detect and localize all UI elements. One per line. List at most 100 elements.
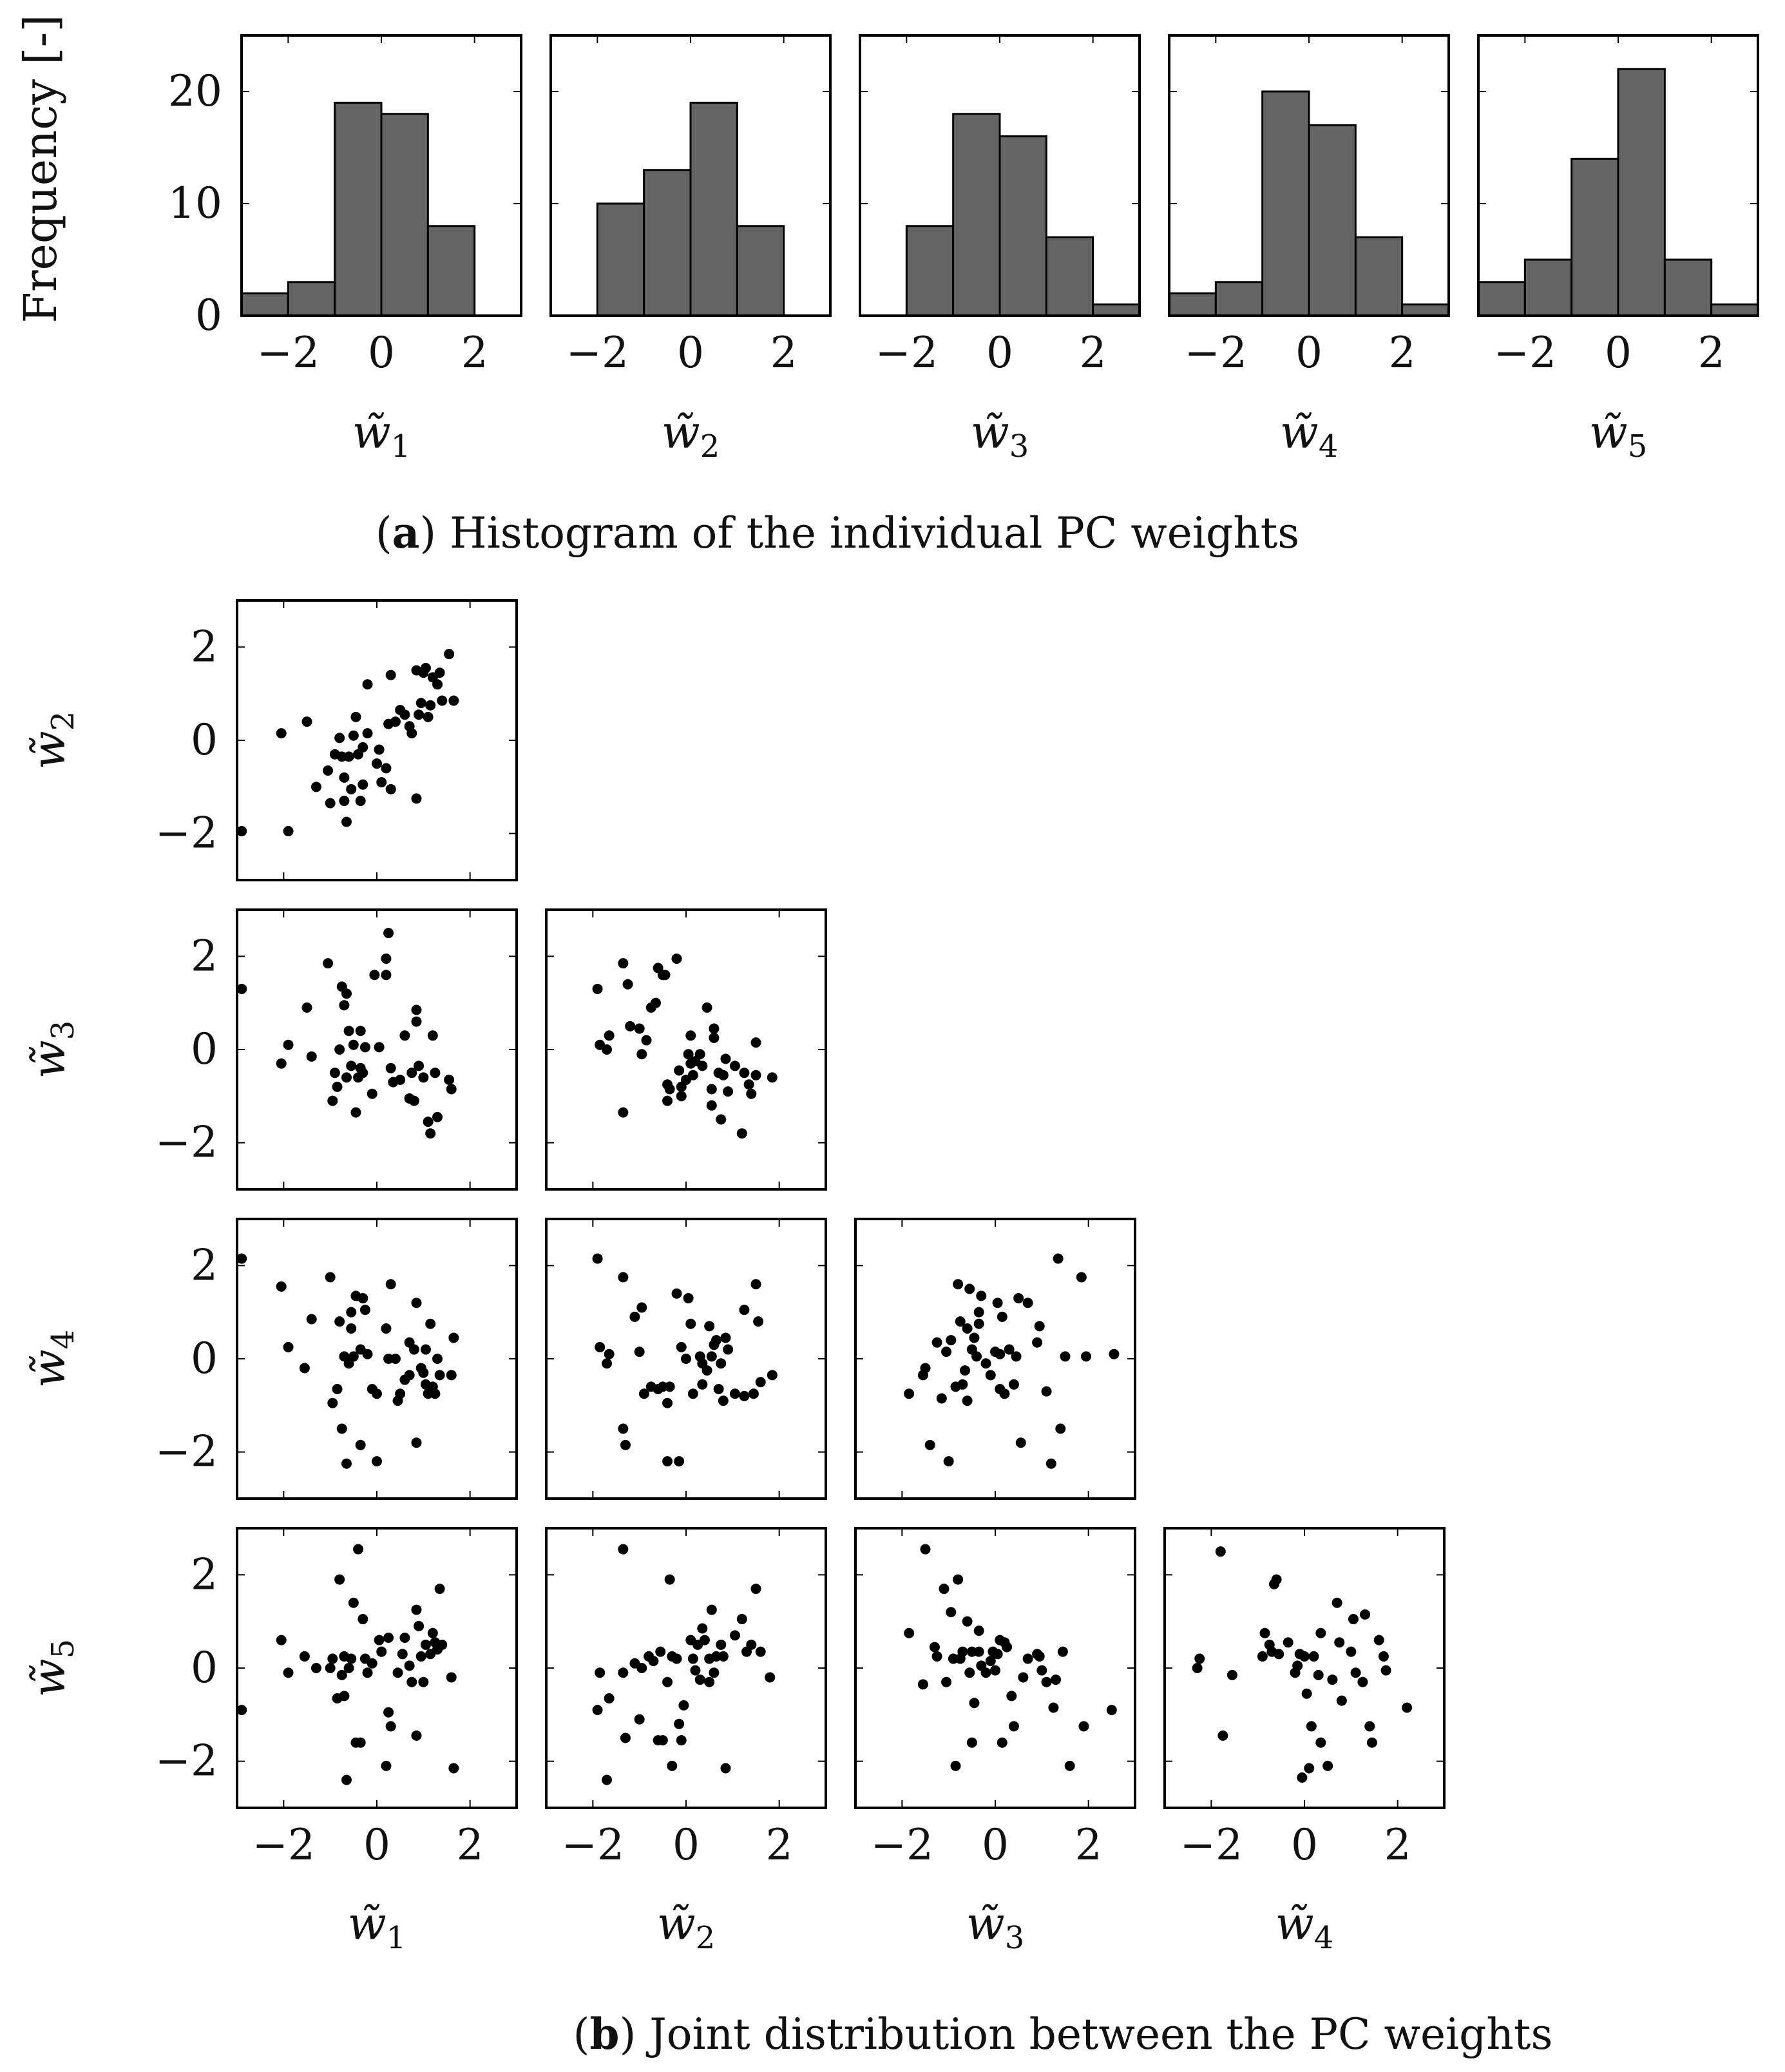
scatter-point <box>687 1070 698 1080</box>
scatter-frame <box>854 1218 1136 1500</box>
scatter-point <box>1018 1672 1029 1683</box>
scatter-point <box>667 1760 678 1771</box>
scatter-point <box>750 1584 761 1595</box>
scatter-point <box>1334 1637 1345 1648</box>
scatter-point <box>336 1669 347 1680</box>
scatter-point <box>343 1663 354 1673</box>
scatter-panel-w3-w4 <box>854 1218 1136 1500</box>
scatter-point <box>662 1397 673 1408</box>
scatter-point <box>1217 1730 1228 1741</box>
scatter-point <box>936 1393 947 1404</box>
scatter-point <box>376 1646 387 1657</box>
scatter-point <box>602 1044 613 1055</box>
scatter-point <box>362 679 373 690</box>
scatter-point <box>1313 1669 1324 1680</box>
scatter-point <box>425 1318 436 1329</box>
x-tick-label: −2 <box>1180 1820 1243 1870</box>
scatter-point <box>1350 1667 1361 1678</box>
scatter-point <box>381 1323 392 1334</box>
x-tick-label: −2 <box>875 328 938 378</box>
scatter-point <box>755 1646 766 1657</box>
scatter-point <box>634 1023 645 1034</box>
histogram-panel-2: −2 0 2 w̃2 <box>549 34 832 465</box>
scatter-point <box>385 1062 396 1073</box>
scatter-point <box>390 1354 401 1364</box>
scatter-point <box>662 1676 673 1687</box>
scatter-point <box>634 1347 645 1357</box>
scatter-point <box>385 669 396 680</box>
scatter-point <box>1274 1649 1284 1660</box>
scatter-point <box>283 1039 294 1050</box>
scatter-point <box>720 1053 731 1064</box>
scatter-point <box>716 1358 727 1369</box>
x-tick-label: 0 <box>982 1820 1009 1870</box>
scatter-point <box>1366 1737 1377 1748</box>
scatter-point <box>962 1616 973 1627</box>
scatter-point <box>434 1370 445 1381</box>
caption-a-label: a <box>392 508 420 558</box>
scatter-point <box>1297 1772 1308 1783</box>
scatter-point <box>662 1095 673 1106</box>
scatter-panel-w1-w5 <box>236 1527 518 1809</box>
scatter-point <box>1327 1674 1338 1685</box>
scatter-point <box>931 1337 942 1348</box>
scatter-point <box>385 1279 396 1290</box>
scatter-point <box>720 1763 731 1774</box>
x-tick-label: 0 <box>368 328 395 378</box>
scatter-point <box>1034 1651 1045 1662</box>
histogram-panel-4: −2 0 2 w̃4 <box>1168 34 1450 465</box>
scatter-point <box>383 1632 394 1643</box>
scatter-point <box>904 1627 915 1638</box>
scatter-row-label: w̃5 <box>23 1639 81 1697</box>
scatter-point <box>383 928 394 939</box>
scatter-point <box>697 1623 708 1634</box>
scatter-point <box>636 1663 647 1673</box>
scatter-point <box>1081 1351 1092 1362</box>
scatter-point <box>420 662 431 673</box>
scatter-point <box>687 1388 698 1399</box>
scatter-point <box>709 1032 720 1043</box>
scatter-point <box>374 744 385 755</box>
scatter-point <box>723 1344 734 1355</box>
scatter-point <box>1015 1437 1026 1448</box>
x-tick-label: −2 <box>566 328 629 378</box>
histogram-bar <box>1045 236 1094 317</box>
scatter-point <box>1336 1695 1347 1706</box>
scatter-point <box>414 1620 425 1631</box>
scatter-point <box>301 716 312 727</box>
scatter-point <box>743 1079 754 1090</box>
scatter-point <box>723 1086 734 1097</box>
scatter-point <box>765 1672 776 1683</box>
scatter-point <box>299 1651 310 1662</box>
scatter-point <box>1299 1651 1310 1662</box>
scatter-point <box>685 1030 696 1041</box>
scatter-point <box>411 793 422 804</box>
scatter-point <box>976 1290 987 1301</box>
scatter-point <box>985 1656 996 1667</box>
scatter-point <box>941 1347 952 1357</box>
scatter-point <box>694 1049 705 1060</box>
scatter-column-label: w̃2 <box>657 1897 715 1956</box>
histogram-bar <box>334 101 383 317</box>
scatter-point <box>746 1088 757 1099</box>
scatter-point <box>674 1065 685 1076</box>
scatter-point <box>323 765 334 776</box>
x-tick-label: 2 <box>461 328 488 378</box>
scatter-point <box>414 1060 425 1071</box>
scatter-column-label: w̃4 <box>1275 1897 1333 1956</box>
scatter-point <box>946 1335 957 1346</box>
scatter-point <box>750 1279 761 1290</box>
scatter-point <box>1346 1646 1357 1657</box>
histogram-bar <box>952 113 1001 317</box>
scatter-point <box>718 1070 729 1080</box>
scatter-point <box>236 983 247 994</box>
histogram-bar <box>1663 258 1713 317</box>
scatter-point <box>620 1439 631 1450</box>
scatter-point <box>1308 1651 1319 1662</box>
scatter-point <box>739 1390 750 1401</box>
scatter-point <box>334 733 345 743</box>
scatter-point <box>980 1667 991 1678</box>
x-tick-label: 2 <box>1698 328 1725 378</box>
caption-b-text: Joint distribution between the PC weight… <box>645 2010 1552 2059</box>
